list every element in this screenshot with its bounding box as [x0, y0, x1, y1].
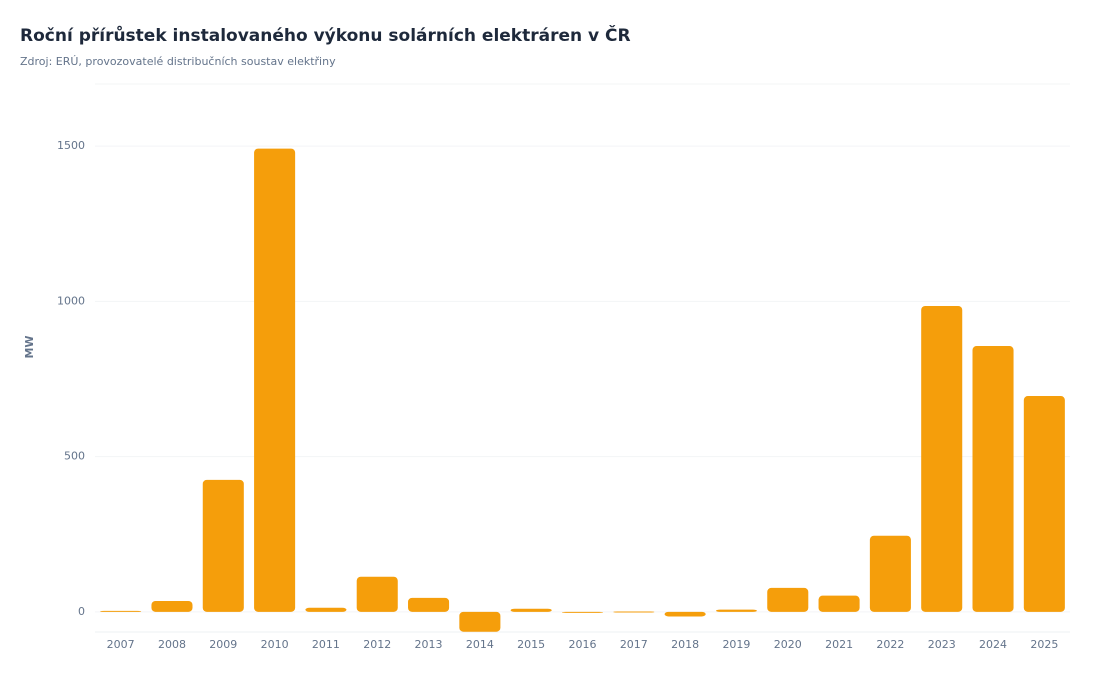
bar [100, 610, 142, 612]
x-tick-label: 2016 [569, 638, 597, 651]
bar [613, 611, 655, 613]
bar [151, 600, 193, 612]
bar [767, 587, 809, 612]
bar [356, 576, 398, 612]
x-tick-label: 2015 [517, 638, 545, 651]
bar [305, 607, 347, 612]
x-tick-label: 2020 [774, 638, 802, 651]
bar [715, 609, 757, 612]
bar [408, 597, 450, 612]
x-tick-label: 2019 [722, 638, 750, 651]
x-tick-label: 2018 [671, 638, 699, 651]
x-tick-label: 2011 [312, 638, 340, 651]
bar [921, 305, 963, 612]
x-tick-label: 2023 [928, 638, 956, 651]
bar [664, 611, 706, 617]
y-tick-label: 1000 [57, 294, 85, 307]
bar [972, 346, 1014, 612]
x-tick-label: 2013 [415, 638, 443, 651]
x-tick-label: 2012 [363, 638, 391, 651]
y-tick-label: 0 [78, 605, 85, 618]
bar [818, 595, 860, 612]
bar [1023, 396, 1065, 612]
x-tick-label: 2008 [158, 638, 186, 651]
chart-title: Roční přírůstek instalovaného výkonu sol… [20, 24, 631, 46]
x-tick-label: 2010 [261, 638, 289, 651]
bar [510, 608, 552, 612]
x-tick-label: 2009 [209, 638, 237, 651]
x-tick-label: 2021 [825, 638, 853, 651]
x-tick-label: 2014 [466, 638, 494, 651]
chart-subtitle: Zdroj: ERÚ, provozovatelé distribučních … [20, 55, 336, 68]
bar [459, 611, 501, 632]
y-axis-label: MW [23, 335, 36, 358]
bar [202, 479, 244, 612]
x-tick-label: 2025 [1030, 638, 1058, 651]
bar [869, 535, 911, 612]
x-tick-label: 2022 [876, 638, 904, 651]
x-tick-label: 2017 [620, 638, 648, 651]
bar [561, 611, 604, 613]
x-tick-label: 2007 [107, 638, 135, 651]
x-tick-label: 2024 [979, 638, 1007, 651]
y-tick-label: 1500 [57, 139, 85, 152]
bar [254, 148, 296, 612]
y-tick-label: 500 [64, 450, 85, 463]
